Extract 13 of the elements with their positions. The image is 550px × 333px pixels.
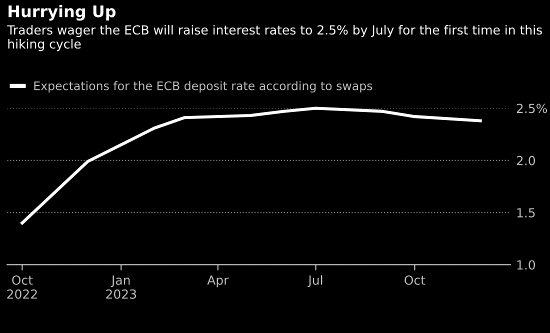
chart-title: Hurrying Up bbox=[8, 4, 116, 21]
x-tick-label: Oct bbox=[404, 275, 426, 285]
y-tick-label: 1.5 bbox=[517, 208, 535, 218]
x-tick-label: Jan 2023 bbox=[106, 276, 136, 299]
y-tick-label: 1.0 bbox=[517, 260, 536, 270]
y-tick-label: 2.0 bbox=[516, 156, 536, 166]
x-tick-label: Apr bbox=[207, 276, 229, 288]
x-tick-label: Jul bbox=[308, 275, 322, 288]
line-series bbox=[20, 106, 482, 225]
chart-subtitle: Traders wager the ECB will raise interest rates to 2.5% by July for the first time in this hiking cycle bbox=[7, 24, 542, 52]
x-tick-label: Oct 2022 bbox=[7, 275, 37, 299]
y-tick-label: 2.5% bbox=[516, 104, 548, 114]
legend-label: Expectations for the ECB deposit rate according to swaps bbox=[34, 81, 372, 93]
